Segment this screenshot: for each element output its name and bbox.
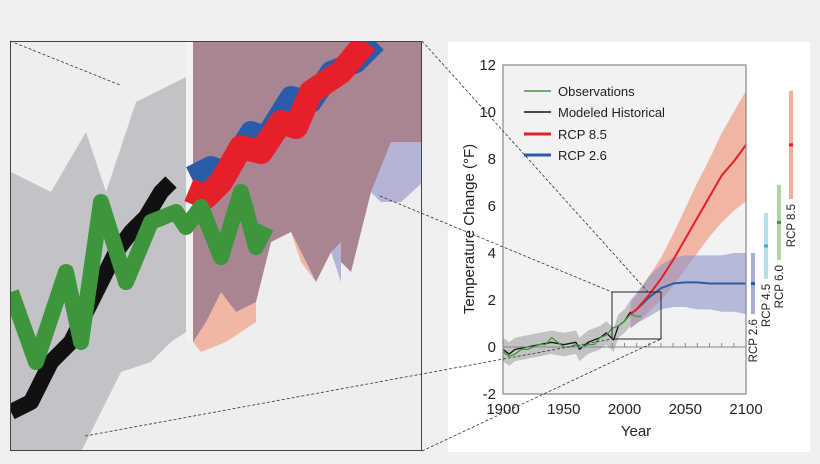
rcp26-range-band <box>630 253 746 329</box>
connector-line <box>421 338 662 452</box>
range-bar-label: RCP 2.6 <box>748 319 760 362</box>
rcp85-line <box>629 144 747 315</box>
connector-line <box>379 195 613 293</box>
inset-rcp26-lower-band <box>331 142 421 282</box>
x-axis-title: Year <box>621 423 651 440</box>
x-tick-label: 1950 <box>547 401 580 418</box>
inset-projection-band <box>193 42 421 342</box>
legend-label-observations: Observations <box>558 84 635 99</box>
legend-label-rcp85: RCP 8.5 <box>558 127 607 142</box>
y-tick-label: 0 <box>488 339 496 356</box>
x-tick-label: 1900 <box>486 401 519 418</box>
range-bar-median <box>789 143 793 147</box>
range-bar-median <box>777 220 781 224</box>
legend-label-historical: Modeled Historical <box>558 105 665 120</box>
y-tick-label: -2 <box>483 386 496 403</box>
plot-frame <box>502 64 747 395</box>
rcp26-line <box>629 281 746 315</box>
y-tick-label: 8 <box>488 151 496 168</box>
inset-rcp85-line <box>184 42 376 209</box>
range-bar-median <box>751 282 755 286</box>
range-bar-label: RCP 4.5 <box>761 284 773 327</box>
y-tick-label: 2 <box>488 292 496 309</box>
zoom-connector-lines <box>9 40 662 452</box>
y-axis-title: Temperature Change (°F) <box>461 144 478 314</box>
historical-range-band <box>503 300 631 366</box>
zoomed-inset-panel <box>10 41 422 451</box>
y-tick-label: 4 <box>488 245 496 262</box>
zoomed-inset <box>11 42 421 450</box>
connector-line <box>421 40 649 293</box>
connector-line <box>9 40 121 86</box>
legend-label-rcp26: RCP 2.6 <box>558 148 607 163</box>
y-tick-label: 12 <box>479 57 496 74</box>
y-tick-label: 6 <box>488 198 496 215</box>
inset-historical-line <box>11 176 177 420</box>
y-axis-label: Temperature Change (°F) <box>461 144 478 314</box>
x-tick-label: 2100 <box>729 401 762 418</box>
y-tick-label: 10 <box>479 104 496 121</box>
legend: Observations Modeled Historical RCP 8.5 … <box>524 84 665 163</box>
x-tick-label: 2050 <box>669 401 702 418</box>
x-tick-label: 2000 <box>608 401 641 418</box>
zoom-region-box <box>611 291 662 340</box>
range-bar-label: RCP 6.0 <box>774 265 786 308</box>
range-bar-label: RCP 8.5 <box>786 204 798 247</box>
inset-rcp85-lower-band <box>193 232 316 352</box>
connector-line <box>84 338 613 437</box>
range-bar-median <box>764 244 768 248</box>
inset-observations-line <box>11 184 274 370</box>
